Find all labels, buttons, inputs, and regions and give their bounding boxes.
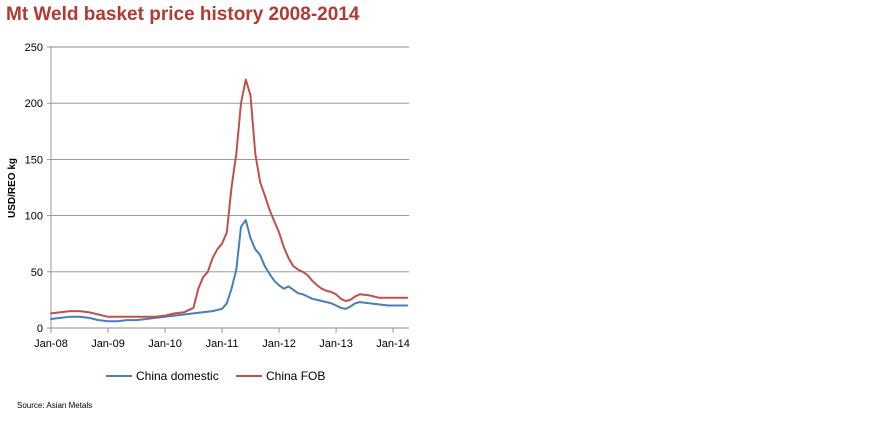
x-tick-label: Jan-10	[148, 338, 182, 350]
chart-title: Mt Weld basket price history 2008-2014	[6, 4, 360, 25]
y-tick-label: 50	[31, 267, 43, 279]
axes	[47, 46, 409, 333]
x-tick-label: Jan-09	[91, 338, 125, 350]
y-tick-label: 150	[25, 154, 43, 166]
y-tick-label: 250	[25, 42, 43, 54]
x-tick-label: Jan-08	[34, 338, 68, 350]
x-tick-label: Jan-11	[206, 338, 239, 350]
series-line-china-domestic	[50, 219, 409, 323]
x-tick-label: Jan-14	[376, 338, 410, 350]
series-line-china-fob	[50, 78, 409, 318]
source-note: Source: Asian Metals	[17, 401, 92, 410]
series-lines	[50, 78, 409, 323]
y-tick-label: 0	[37, 323, 43, 335]
legend-label: China FOB	[266, 369, 325, 383]
y-axis-label: USD/REO kg	[7, 158, 18, 218]
tick-labels: 0 50 100 150 200 250 Jan-08 Jan-09 Jan-10 Jan-11 J…	[25, 42, 410, 350]
x-tick-label: Jan-13	[319, 338, 353, 350]
y-tick-label: 200	[25, 98, 43, 110]
x-tick-label: Jan-12	[262, 338, 296, 350]
y-tick-label: 100	[25, 211, 43, 223]
legend-label: China domestic	[136, 369, 219, 383]
gridlines	[51, 46, 409, 273]
legend: China domestic China FOB	[106, 369, 325, 383]
